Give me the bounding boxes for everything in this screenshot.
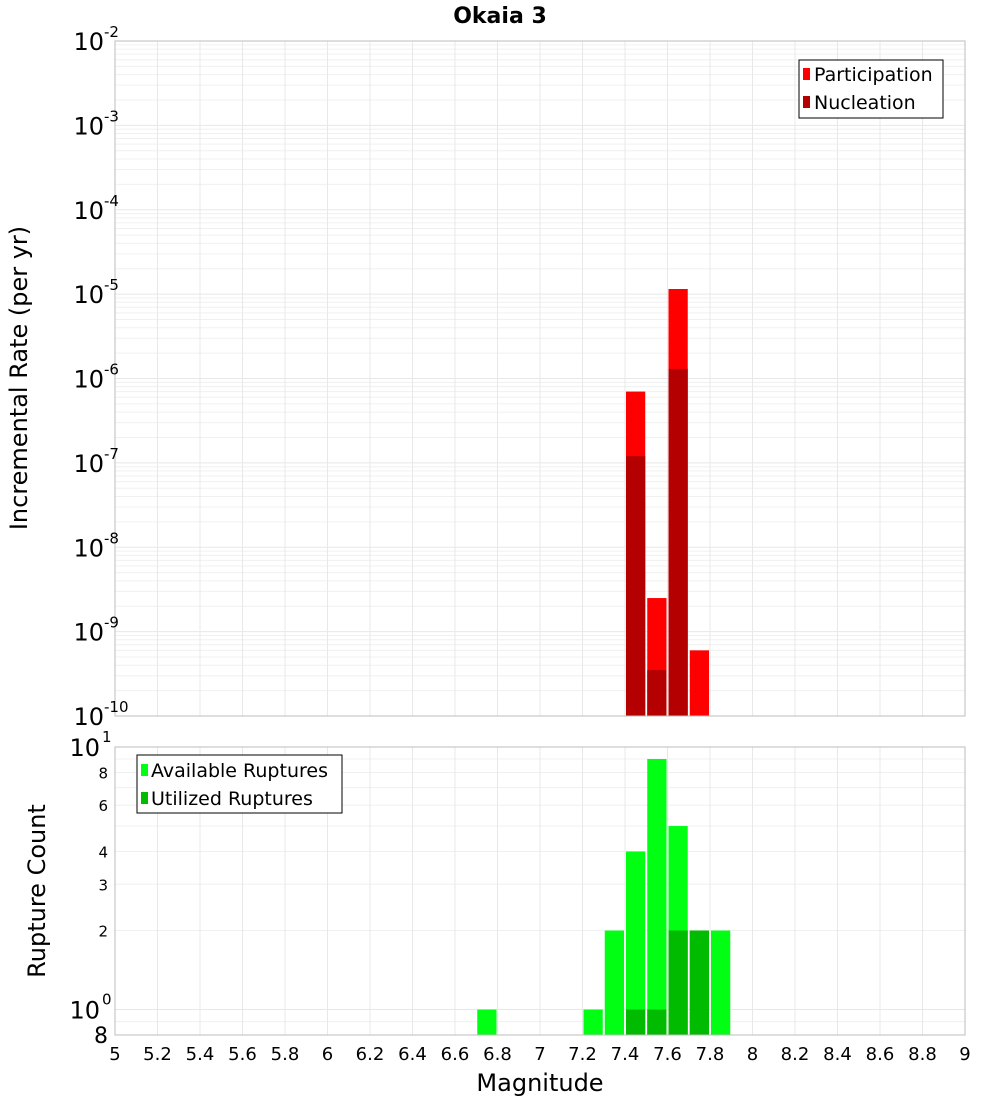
top-y-tick-exponent: -2	[104, 23, 119, 41]
bottom-y-axis-label: Rupture Count	[23, 804, 51, 978]
x-tick-label: 7.6	[653, 1044, 682, 1065]
utilized-ruptures-bar	[647, 1009, 667, 1035]
available-ruptures-bar	[477, 1009, 497, 1035]
top-y-tick-exponent: -8	[104, 529, 119, 547]
bottom-legend-label: Utilized Ruptures	[151, 788, 313, 810]
bottom-plot-frame	[114, 746, 966, 1036]
x-tick-label: 6	[322, 1044, 333, 1065]
bottom-y-bottom-label: 8	[94, 1024, 108, 1049]
top-y-tick-label: 10	[73, 703, 104, 731]
top-y-tick-exponent: -10	[104, 698, 129, 716]
top-legend: Participation Nucleation	[798, 59, 944, 119]
top-legend-box	[798, 59, 944, 119]
top-legend-swatch	[803, 96, 810, 108]
available-ruptures-bar	[583, 1009, 603, 1035]
x-tick-label: 7.8	[696, 1044, 725, 1065]
bottom-y-minor-tick-label: 6	[98, 797, 108, 815]
x-tick-label: 5.4	[186, 1044, 215, 1065]
top-y-tick-label: 10	[73, 534, 104, 562]
nucleation-bar	[668, 368, 688, 716]
top-y-axis-label: Incremental Rate (per yr)	[5, 226, 33, 530]
x-tick-label: 8	[747, 1044, 758, 1065]
top-plot-frame	[114, 40, 966, 717]
utilized-ruptures-bar	[668, 930, 688, 1035]
x-tick-label: 5.2	[143, 1044, 172, 1065]
x-tick-label: 8.2	[781, 1044, 810, 1065]
bottom-y-minor-tick-label: 4	[98, 843, 108, 861]
top-y-tick-label: 10	[73, 28, 104, 56]
top-y-tick-exponent: -6	[104, 361, 119, 379]
x-tick-label: 7.2	[568, 1044, 597, 1065]
x-tick-label: 8.4	[823, 1044, 852, 1065]
x-tick-label: 8.6	[866, 1044, 895, 1065]
utilized-ruptures-bar	[689, 930, 709, 1035]
participation-bar	[689, 650, 709, 716]
top-y-tick-exponent: -7	[104, 445, 119, 463]
top-y-tick-exponent: -4	[104, 192, 119, 210]
top-y-tick-exponent: -9	[104, 614, 119, 632]
x-tick-label: 8.8	[908, 1044, 937, 1065]
bottom-y-tick-exponent: 0	[102, 991, 112, 1009]
bottom-legend-swatch	[141, 764, 148, 776]
x-tick-label: 9	[959, 1044, 970, 1065]
x-tick-label: 6.8	[483, 1044, 512, 1065]
nucleation-bar	[626, 456, 646, 716]
utilized-ruptures-bar	[626, 1009, 646, 1035]
bottom-legend: Available Ruptures Utilized Ruptures	[136, 754, 343, 814]
top-y-tick-exponent: -3	[104, 107, 119, 125]
bottom-legend-label: Available Ruptures	[151, 760, 328, 782]
top-y-tick-label: 10	[73, 450, 104, 478]
available-ruptures-bar	[626, 851, 646, 1035]
x-tick-label: 6.2	[356, 1044, 385, 1065]
bottom-y-tick-label: 10	[69, 734, 100, 762]
x-tick-label: 6.6	[441, 1044, 470, 1065]
bottom-legend-box	[136, 754, 343, 814]
top-plot: 10-210-310-410-510-610-710-810-910 -10Par…	[73, 23, 966, 731]
top-legend-label: Nucleation	[814, 92, 916, 114]
chart-title: Okaia 3	[453, 4, 547, 29]
x-tick-label: 5	[109, 1044, 120, 1065]
top-legend-label: Participation	[814, 64, 933, 86]
x-tick-label: 7	[534, 1044, 545, 1065]
bottom-y-tick-exponent: 1	[102, 728, 112, 746]
x-tick-label: 6.4	[398, 1044, 427, 1065]
bottom-legend-swatch	[141, 792, 148, 804]
available-ruptures-bar	[604, 930, 624, 1035]
bottom-y-minor-tick-label: 3	[98, 876, 108, 894]
x-tick-label: 5.6	[228, 1044, 257, 1065]
nucleation-bar	[647, 670, 667, 716]
x-tick-label: 7.4	[611, 1044, 640, 1065]
top-y-tick-label: 10	[73, 281, 104, 309]
top-y-tick-label: 10	[73, 197, 104, 225]
top-y-tick-label: 10	[73, 366, 104, 394]
available-ruptures-bar	[647, 759, 667, 1035]
available-ruptures-bar	[711, 930, 731, 1035]
bottom-y-tick-label: 10	[69, 997, 100, 1025]
bottom-y-minor-tick-label: 8	[98, 764, 108, 782]
x-axis-label: Magnitude	[476, 1069, 603, 1097]
x-tick-label: 5.8	[271, 1044, 300, 1065]
bottom-y-minor-tick-label: 2	[98, 923, 108, 941]
top-legend-swatch	[803, 68, 810, 80]
top-y-tick-label: 10	[73, 112, 104, 140]
top-y-tick-label: 10	[73, 619, 104, 647]
top-y-tick-exponent: -5	[104, 276, 119, 294]
